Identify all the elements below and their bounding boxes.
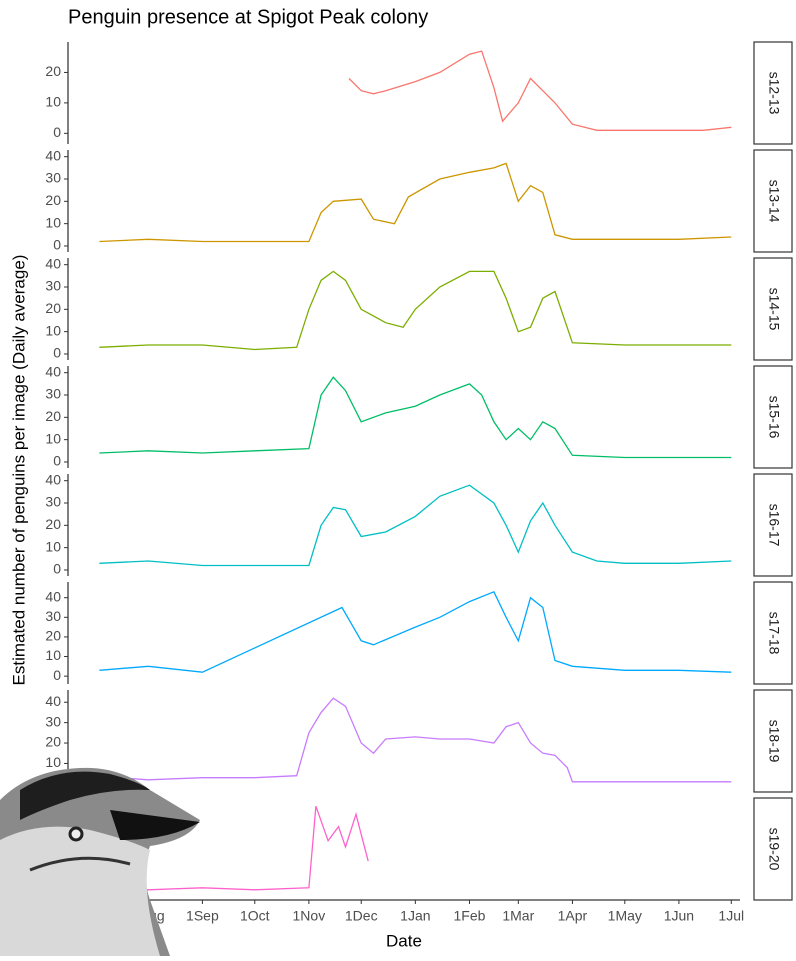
y-tick-label: 40 <box>45 471 61 487</box>
strip-label: s15-16 <box>766 396 782 439</box>
strip-label: s19-20 <box>766 828 782 871</box>
y-tick-label: 20 <box>45 628 61 644</box>
y-tick-label: 30 <box>45 713 61 729</box>
y-tick-label: 10 <box>45 94 61 110</box>
x-tick-label: 1Jan <box>400 908 430 924</box>
y-tick-label: 20 <box>45 408 61 424</box>
strip-box <box>753 473 793 577</box>
y-tick-label: 40 <box>45 255 61 271</box>
x-tick-label: 1Nov <box>293 908 326 924</box>
penguin-face <box>0 826 160 956</box>
x-axis-title: Date <box>386 931 422 950</box>
strip-box <box>753 689 793 793</box>
x-tick-label: 1May <box>608 908 642 924</box>
strip-box <box>753 581 793 685</box>
x-tick-label: 1Jun <box>664 908 694 924</box>
y-tick-label: 30 <box>45 608 61 624</box>
y-tick-label: 40 <box>45 693 61 709</box>
x-tick-label: 1Sep <box>186 908 219 924</box>
x-tick-label: 1Mar <box>502 908 534 924</box>
data-line <box>99 697 732 783</box>
y-tick-label: 30 <box>45 170 61 186</box>
strip-box <box>753 797 793 901</box>
penguin-stripe <box>29 856 131 872</box>
x-tick-label: 1Oct <box>240 908 270 924</box>
data-line <box>99 376 732 459</box>
y-tick-label: 40 <box>45 363 61 379</box>
strip-box <box>753 257 793 361</box>
y-tick-label: 10 <box>45 754 61 770</box>
y-tick-label: 20 <box>45 63 61 79</box>
strip-label: s14-15 <box>766 288 782 331</box>
penguin-beak <box>110 810 200 840</box>
penguin-eye <box>68 826 84 842</box>
y-tick-label: 0 <box>53 453 61 469</box>
y-tick-label: 0 <box>53 667 61 683</box>
y-tick-label: 0 <box>53 561 61 577</box>
y-tick-label: 40 <box>45 147 61 163</box>
data-line <box>99 805 369 891</box>
y-tick-label: 20 <box>45 516 61 532</box>
y-tick-label: 20 <box>45 192 61 208</box>
penguin-cap <box>20 771 150 820</box>
strip-label: s16-17 <box>766 504 782 547</box>
y-tick-label: 10 <box>45 538 61 554</box>
y-axis-title: Estimated number of penguins per image (… <box>9 255 28 686</box>
strip-label: s17-18 <box>766 612 782 655</box>
data-line <box>99 590 732 673</box>
x-tick-label: 1Jul <box>718 908 744 924</box>
y-tick-label: 10 <box>45 214 61 230</box>
y-tick-label: 30 <box>45 494 61 510</box>
x-tick-label: 1Apr <box>558 908 588 924</box>
y-tick-label: 40 <box>45 588 61 604</box>
y-tick-label: 10 <box>45 322 61 338</box>
data-line <box>99 270 732 351</box>
y-tick-label: 10 <box>45 430 61 446</box>
data-line <box>348 50 732 131</box>
strip-label: s12-13 <box>766 72 782 115</box>
strip-box <box>753 365 793 469</box>
y-tick-label: 10 <box>45 647 61 663</box>
y-tick-label: 20 <box>45 734 61 750</box>
y-tick-label: 20 <box>45 300 61 316</box>
strip-label: s18-19 <box>766 720 782 763</box>
data-line <box>99 162 732 243</box>
x-tick-label: 1Feb <box>453 908 485 924</box>
y-tick-label: 0 <box>53 124 61 140</box>
data-line <box>99 484 732 567</box>
y-tick-label: 30 <box>45 386 61 402</box>
x-tick-label: 1Dec <box>345 908 378 924</box>
strip-label: s13-14 <box>766 180 782 223</box>
chart-title: Penguin presence at Spigot Peak colony <box>68 6 428 28</box>
strip-box <box>753 149 793 253</box>
penguin-image <box>0 767 200 956</box>
y-tick-label: 30 <box>45 278 61 294</box>
y-tick-label: 0 <box>53 345 61 361</box>
strip-box <box>753 41 793 145</box>
y-tick-label: 0 <box>53 237 61 253</box>
